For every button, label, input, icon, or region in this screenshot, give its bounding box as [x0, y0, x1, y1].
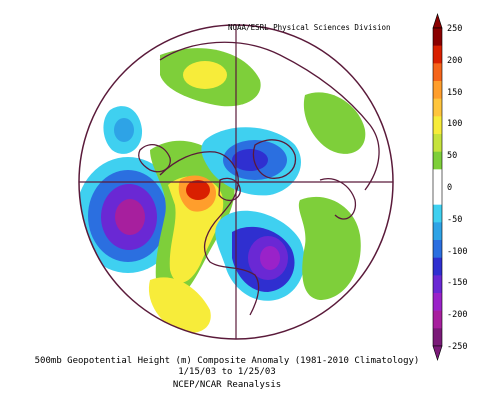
siberia-ridge-yellow: [183, 61, 227, 89]
eurasia-coast: [159, 41, 380, 191]
western-ridge-red: [186, 180, 210, 200]
colorbar-tick-label: 100: [447, 119, 463, 130]
colorbar-segment: [433, 222, 442, 241]
colorbar-tick-label: 50: [447, 151, 458, 162]
colorbar-tick-label: -200: [447, 310, 468, 321]
colorbar-segment: [433, 328, 442, 347]
colorbar-tick-label: -150: [447, 278, 468, 289]
greenland-coast: [252, 139, 297, 179]
europe-coast: [319, 178, 357, 220]
anomaly-shading: [79, 48, 366, 334]
arctic-low-indigo: [232, 149, 268, 171]
colorbar-segment: [433, 81, 442, 99]
colorbar-segment: [433, 98, 442, 117]
map-border: [78, 24, 394, 340]
caption-line-3: NCEP/NCAR Reanalysis: [172, 380, 282, 390]
colorbar-segment: [433, 293, 442, 311]
colorbar-tick-label: 250: [447, 24, 463, 34]
coastlines: [138, 41, 380, 316]
colorbar-segment: [433, 116, 442, 135]
colorbar-tick-label: -50: [447, 214, 463, 225]
atlantic-ridge: [298, 196, 361, 300]
colorbar-segment: [433, 257, 442, 276]
polar-map: [78, 24, 394, 340]
colorbar-tick-label: -250: [447, 342, 468, 352]
alaska-coast: [138, 144, 171, 173]
hudson-bay: [218, 177, 241, 202]
colorbar-segment: [433, 63, 442, 82]
colorbar-segment: [433, 151, 442, 170]
colorbar-segment: [433, 240, 442, 258]
colorbar-segment: [433, 204, 442, 223]
caption-line-1: 500mb Geopotential Height (m) Composite …: [34, 356, 420, 366]
caption-line-2: 1/15/03 to 1/25/03: [178, 367, 276, 377]
colorbar-segment: [433, 187, 442, 205]
asia-trough-blue: [114, 118, 134, 142]
colorbar-tick-label: -100: [447, 246, 468, 257]
colorbar: [432, 13, 443, 361]
colorbar-segment: [433, 134, 442, 152]
southern-ridge: [148, 277, 211, 334]
colorbar-tick-label: 150: [447, 87, 463, 98]
colorbar-tick-label: 0: [447, 183, 453, 193]
colorbar-top-arrow: [432, 13, 443, 29]
eastern-trough-core: [260, 246, 280, 270]
credit-text: NOAA/ESRL Physical Sciences Division: [228, 23, 391, 32]
north-america-coast: [159, 151, 260, 316]
colorbar-bottom-arrow: [432, 345, 443, 361]
colorbar-segment: [433, 275, 442, 294]
colorbar-tick-label: 200: [447, 55, 463, 66]
colorbar-segment: [433, 169, 442, 188]
colorbar-segment: [433, 28, 442, 46]
colorbar-segment: [433, 45, 442, 64]
colorbar-segment: [433, 310, 442, 329]
europe-ridge: [303, 92, 366, 154]
pacific-low-core: [115, 199, 145, 235]
